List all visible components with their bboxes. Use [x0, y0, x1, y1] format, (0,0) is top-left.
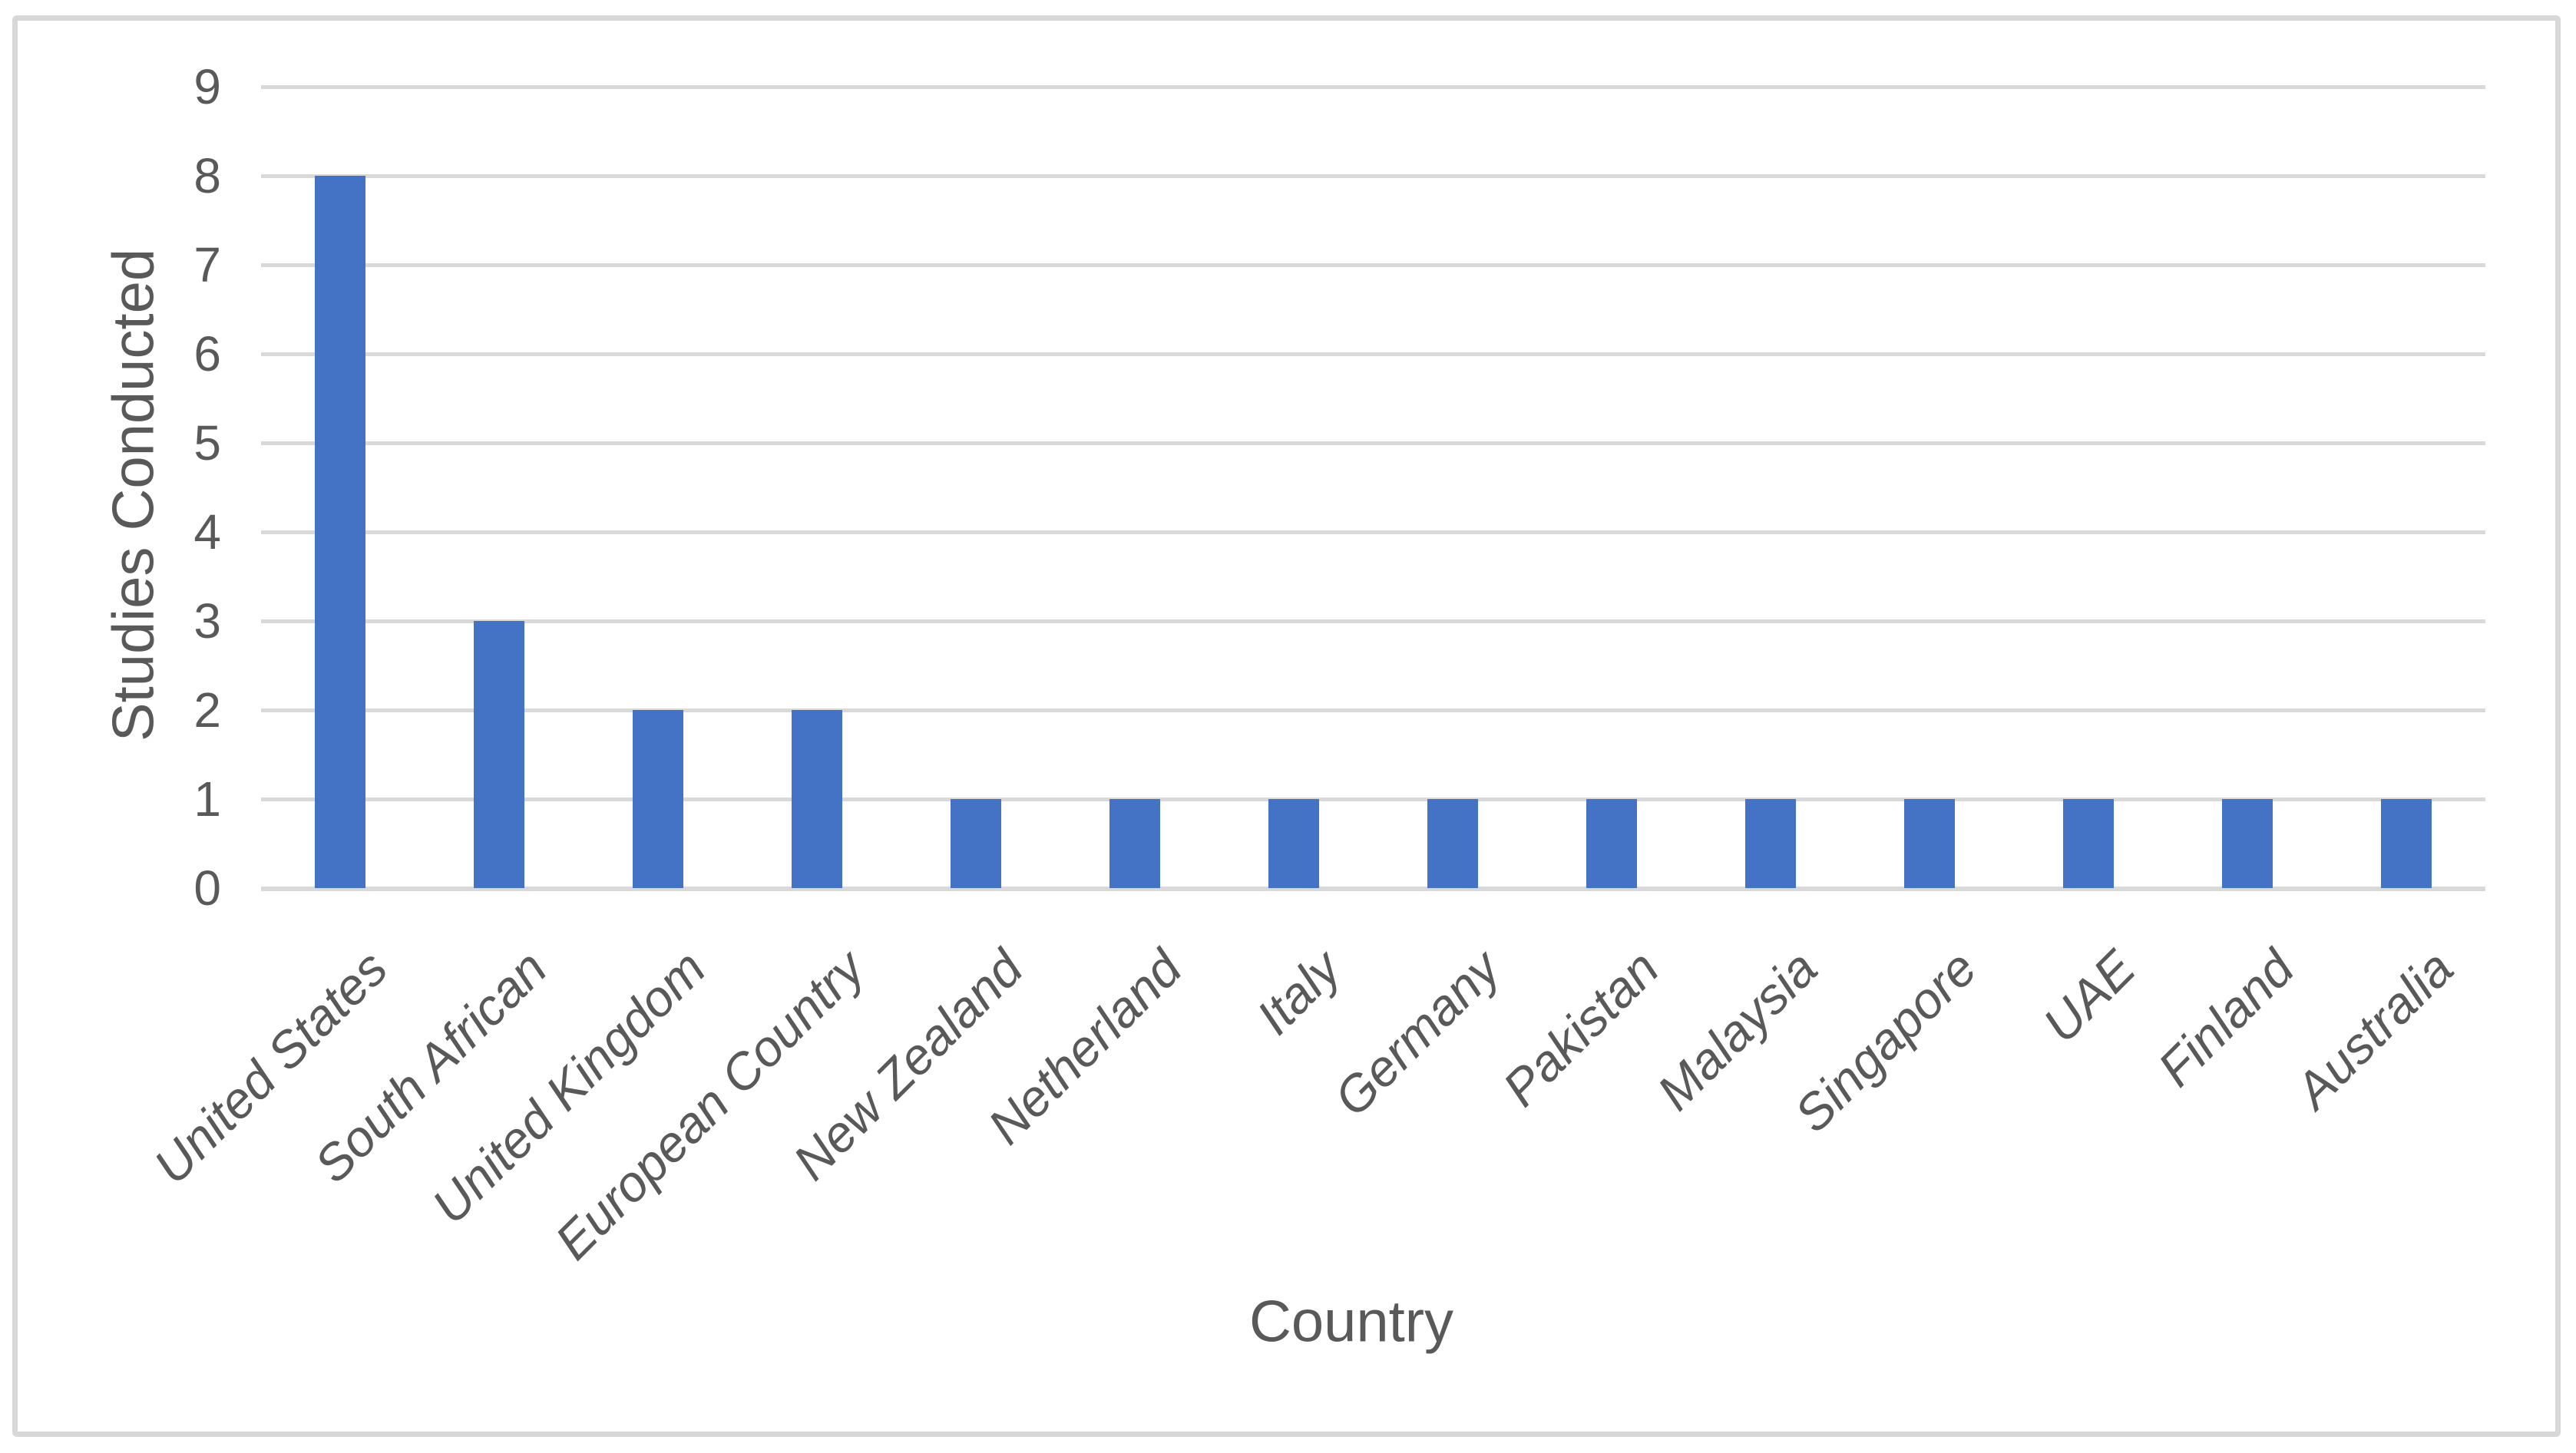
x-category-label-uae: UAE [2032, 939, 2146, 1054]
y-axis-title: Studies Conducted [101, 248, 167, 742]
gridline-y-4 [261, 530, 2485, 534]
figure-border [12, 15, 2561, 1437]
bar-new-zealand [951, 799, 1002, 888]
x-axis-title: Country [1248, 1289, 1454, 1355]
x-category-label-united-kingdom: United Kingdom [420, 939, 716, 1235]
gridline-y-7 [261, 263, 2485, 267]
bar-european-country [792, 710, 843, 888]
bar-south-african [474, 621, 525, 888]
x-category-label-australia: Australia [2283, 939, 2464, 1119]
gridline-y-1 [261, 797, 2485, 801]
y-tick-label-8: 8 [193, 148, 221, 203]
y-tick-label-6: 6 [193, 326, 221, 381]
bar-germany [1427, 799, 1478, 888]
x-category-label-pakistan: Pakistan [1491, 939, 1669, 1118]
gridline-y-0 [261, 887, 2485, 891]
gridline-y-5 [261, 441, 2485, 445]
gridline-y-6 [261, 352, 2485, 356]
bar-pakistan [1586, 799, 1637, 888]
bar-uae [2062, 799, 2114, 888]
y-tick-label-9: 9 [193, 59, 221, 114]
x-category-label-finland: Finland [2147, 939, 2305, 1098]
bar-united-states [315, 176, 366, 888]
gridline-y-3 [261, 619, 2485, 623]
x-category-label-germany: Germany [1322, 939, 1511, 1127]
bar-singapore [1903, 799, 1955, 888]
y-tick-label-4: 4 [193, 504, 221, 560]
y-tick-label-3: 3 [193, 593, 221, 649]
bar-malaysia [1744, 799, 1796, 888]
gridline-y-2 [261, 708, 2485, 712]
bar-finland [2221, 799, 2273, 888]
y-tick-label-1: 1 [193, 771, 221, 827]
gridline-y-9 [261, 85, 2485, 89]
bar-italy [1268, 799, 1320, 888]
y-tick-label-5: 5 [193, 415, 221, 471]
bar-australia [2380, 799, 2432, 888]
gridline-y-8 [261, 174, 2485, 178]
bar-united-kingdom [633, 710, 684, 888]
y-tick-label-2: 2 [193, 682, 221, 738]
x-category-label-italy: Italy [1245, 939, 1352, 1045]
y-tick-label-0: 0 [193, 860, 221, 916]
y-tick-label-7: 7 [193, 237, 221, 292]
bar-netherland [1109, 799, 1161, 888]
